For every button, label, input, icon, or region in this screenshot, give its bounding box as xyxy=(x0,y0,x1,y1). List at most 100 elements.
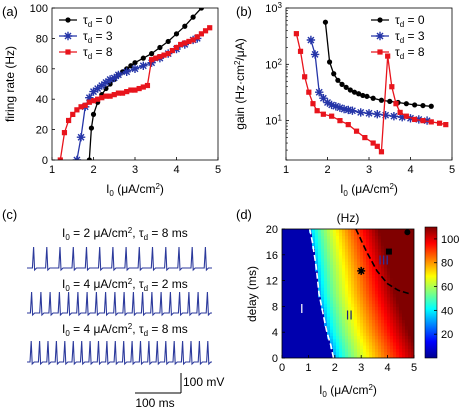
series-2-point xyxy=(194,34,200,40)
heatmap-cell xyxy=(300,341,304,346)
heatmap-cell xyxy=(384,316,388,320)
heatmap-cell xyxy=(300,328,304,333)
series-2-point xyxy=(136,85,142,92)
heatmap-cell xyxy=(408,303,412,308)
series-2-point xyxy=(66,117,72,124)
label-part: d xyxy=(88,52,92,61)
heatmap-cell xyxy=(405,299,409,304)
heatmap-cell xyxy=(333,229,337,233)
legend-entry: τd = 3 xyxy=(83,29,113,45)
heatmap-cell xyxy=(312,296,316,301)
label-part: , xyxy=(132,322,139,336)
heatmap-cell xyxy=(351,332,355,337)
heatmap-cell xyxy=(285,264,289,269)
series-2-point xyxy=(389,84,395,90)
label-part: 2 xyxy=(233,60,242,65)
heatmap-cell xyxy=(348,251,352,256)
heatmap-cell xyxy=(402,287,406,291)
heatmap-cell xyxy=(408,341,412,346)
legend-marker xyxy=(65,17,71,23)
heatmap-cell xyxy=(318,312,322,317)
label-part: A/cm xyxy=(100,277,127,291)
heatmap-cell xyxy=(357,316,361,320)
heatmap-cell xyxy=(306,280,310,285)
heatmap-cell xyxy=(399,251,403,256)
heatmap-cell xyxy=(402,235,406,240)
heatmap-cell xyxy=(294,283,298,288)
heatmap-cell xyxy=(318,351,322,356)
heatmap-cell xyxy=(285,277,289,282)
heatmap-cell xyxy=(396,354,400,358)
heatmap-cell xyxy=(312,319,316,324)
heatmap-cell xyxy=(378,280,382,285)
heatmap-cell xyxy=(354,245,358,249)
series-1-point xyxy=(331,102,340,111)
heatmap-cell xyxy=(342,348,346,353)
heatmap-cell xyxy=(339,254,343,259)
heatmap-cell xyxy=(360,235,364,240)
heatmap-cell xyxy=(363,332,367,337)
heatmap-cell xyxy=(318,290,322,295)
heatmap-cell xyxy=(390,322,394,327)
label-part: 10 xyxy=(265,116,277,128)
heatmap-cell xyxy=(306,277,310,282)
heatmap-cell xyxy=(321,290,325,295)
heatmap-cell xyxy=(336,229,340,233)
heatmap-cell xyxy=(408,251,412,256)
heatmap-cell xyxy=(315,261,319,266)
heatmap-cell xyxy=(387,261,391,266)
heatmap-cell xyxy=(327,348,331,353)
legend-marker xyxy=(65,49,71,55)
heatmap-cell xyxy=(300,338,304,343)
heatmap-cell xyxy=(381,274,385,278)
heatmap-cell xyxy=(378,241,382,246)
heatmap-cell xyxy=(342,283,346,288)
heatmap-cell xyxy=(312,251,316,256)
heatmap-cell xyxy=(342,264,346,269)
heatmap-cell xyxy=(363,261,367,266)
heatmap-cell xyxy=(381,229,385,233)
heatmap-cell xyxy=(297,248,301,253)
heatmap-cell xyxy=(339,267,343,272)
label-part: ) xyxy=(373,383,377,397)
heatmap-cell xyxy=(372,325,376,330)
heatmap-cell xyxy=(396,241,400,246)
heatmap-cell xyxy=(393,303,397,308)
heatmap-cell xyxy=(282,232,286,237)
scale-bar: 100 mV 100 ms xyxy=(135,373,224,410)
heatmap-cell xyxy=(297,235,301,240)
heatmap-cell xyxy=(363,277,367,282)
series-1 xyxy=(306,35,432,125)
heatmap-cell xyxy=(411,267,414,272)
heatmap-cell xyxy=(399,258,403,262)
heatmap-cell xyxy=(399,245,403,249)
heatmap-cell xyxy=(315,303,319,308)
heatmap-cell xyxy=(330,277,334,282)
heatmap-cell xyxy=(360,264,364,269)
heatmap-cell xyxy=(342,319,346,324)
heatmap-cell xyxy=(312,293,316,298)
heatmap-cell xyxy=(402,229,406,233)
series-2-point xyxy=(149,57,155,63)
heatmap-cell xyxy=(342,251,346,256)
heatmap-cell xyxy=(351,254,355,259)
heatmap-cell xyxy=(330,267,334,272)
heatmap-cell xyxy=(411,264,414,269)
heatmap-cell xyxy=(312,354,316,358)
label-part: μ xyxy=(93,322,100,336)
heatmap-cell xyxy=(321,267,325,272)
heatmap-cell xyxy=(309,280,313,285)
heatmap-cell xyxy=(357,293,361,298)
heatmap-cell xyxy=(369,335,373,340)
heatmap-cell xyxy=(381,264,385,269)
heatmap-cell xyxy=(369,290,373,295)
heatmap-cell xyxy=(408,312,412,317)
heatmap-cell xyxy=(396,338,400,343)
heatmap-cell xyxy=(348,293,352,298)
heatmap-cell xyxy=(360,316,364,320)
heatmap-cell xyxy=(348,354,352,358)
heatmap-cell xyxy=(333,293,337,298)
heatmap-cell xyxy=(357,274,361,278)
series-1-point xyxy=(364,109,374,118)
heatmap-cell xyxy=(354,293,358,298)
